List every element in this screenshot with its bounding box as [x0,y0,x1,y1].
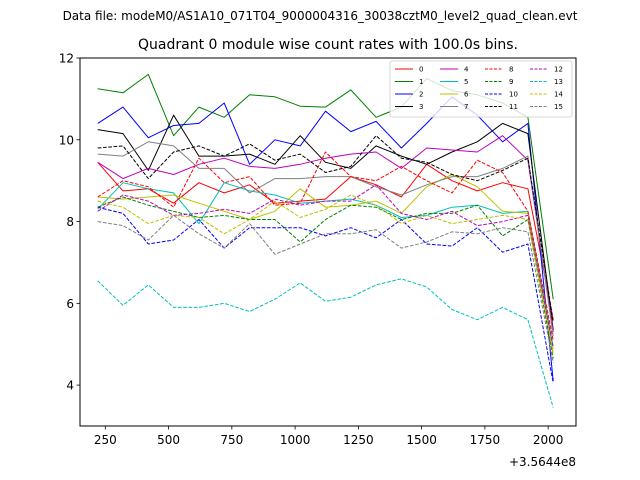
legend-label-11: 11 [509,103,518,111]
y-tick-label: 8 [66,215,74,229]
x-tick-label: 250 [94,433,117,447]
series-line-8 [97,151,554,341]
figure-suptitle: Data file: modeM0/AS1A10_071T04_90000043… [63,9,578,23]
y-tick-label: 4 [66,379,74,393]
y-tick-label: 12 [59,52,74,66]
y-tick-label: 6 [66,297,74,311]
legend-box [389,60,573,118]
legend-label-5: 5 [464,78,468,86]
series-line-10 [97,206,554,384]
legend-label-9: 9 [509,78,513,86]
x-tick-label: 1750 [470,433,501,447]
legend-label-6: 6 [464,91,469,99]
legend-label-2: 2 [419,91,423,99]
series-line-14 [97,194,554,355]
x-axis-offset-label: +3.5644e8 [509,455,576,469]
legend-label-10: 10 [509,91,518,99]
series-line-15 [97,214,554,363]
legend-label-14: 14 [554,91,563,99]
legend-label-12: 12 [554,66,563,74]
x-tick-label: 1500 [406,433,437,447]
series-line-9 [97,196,554,359]
legend-label-15: 15 [554,103,563,111]
legend-label-13: 13 [554,78,563,86]
series-line-11 [97,135,554,322]
y-tick-label: 10 [59,133,74,147]
x-tick-label: 1250 [343,433,374,447]
legend-label-4: 4 [464,66,469,74]
x-tick-label: 500 [157,433,180,447]
legend-label-7: 7 [464,103,468,111]
axes-frame [79,57,577,427]
series-line-7 [97,141,554,337]
legend-label-1: 1 [419,78,423,86]
legend-label-3: 3 [419,103,423,111]
x-tick-label: 2000 [533,433,564,447]
legend-label-8: 8 [509,66,513,74]
x-tick-label: 750 [220,433,243,447]
plot-area [97,73,554,408]
legend-label-0: 0 [419,66,423,74]
x-tick-label: 1000 [280,433,311,447]
series-line-0 [97,161,554,320]
series-line-4 [97,135,554,333]
chart-title: Quadrant 0 module wise count rates with … [138,37,518,53]
series-line-3 [97,114,554,330]
series-line-6 [97,174,554,353]
series-line-13 [97,278,554,408]
